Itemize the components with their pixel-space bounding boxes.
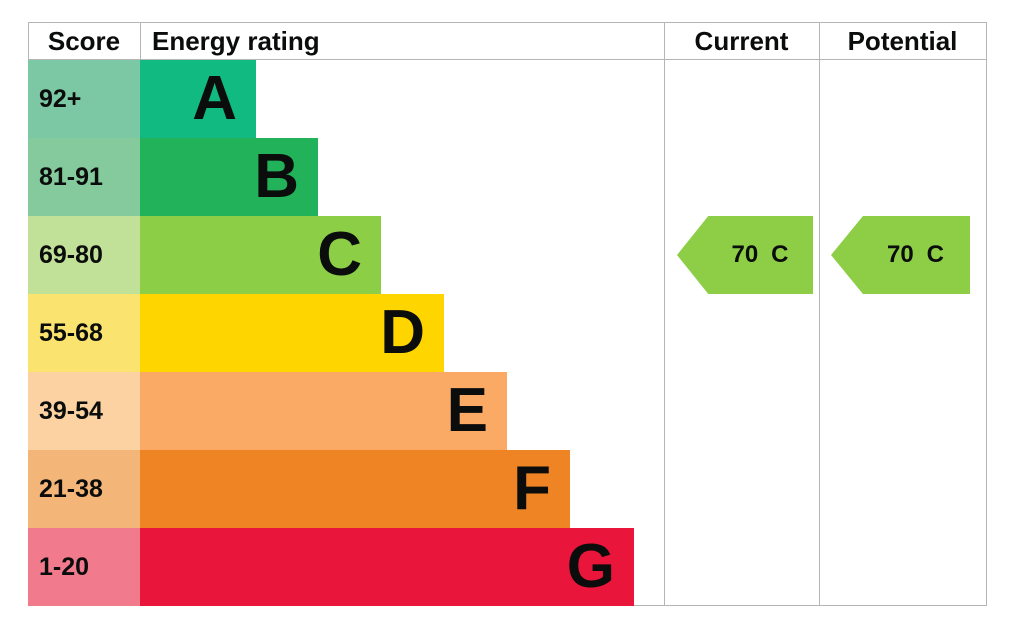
band-row-b: 81-91 B [28,138,986,216]
band-row-g: 1-20 G [28,528,986,606]
current-rating-value: 70 [731,241,759,268]
potential-rating-grade: C [926,241,945,268]
band-bar-letter: B [140,138,318,216]
band-score-label: 1-20 [28,528,140,606]
band-bar-letter: F [140,450,570,528]
current-rating-grade: C [771,241,789,268]
band-score-label: 39-54 [28,372,140,450]
header-potential-label: Potential [847,26,958,56]
band-bar-letter: E [140,372,507,450]
band-bar-letter: A [140,60,256,138]
band-bar-letter: C [140,216,381,294]
band-row-e: 39-54 E [28,372,986,450]
band-score-label: 21-38 [28,450,140,528]
table-top-border [28,22,987,23]
table-left-border [28,22,29,60]
band-bar-letter: G [140,528,634,606]
current-column-divider [664,22,665,605]
band-score-label: 55-68 [28,294,140,372]
potential-column-divider [819,22,820,605]
table-right-border [986,22,987,605]
header-energy-rating-label: Energy rating [152,26,320,56]
band-row-c: 69-80 C [28,216,986,294]
band-score-label: 92+ [28,60,140,138]
band-score-label: 69-80 [28,216,140,294]
header-current-label: Current [694,26,789,56]
band-row-a: 92+ A [28,60,986,138]
band-row-d: 55-68 D [28,294,986,372]
potential-rating-arrow: 70 C [831,216,970,294]
header-bottom-border [28,59,987,60]
band-bar-letter: D [140,294,444,372]
current-rating-arrow: 70 C [677,216,813,294]
band-score-label: 81-91 [28,138,140,216]
band-row-f: 21-38 F [28,450,986,528]
header-score-label: Score [47,26,121,56]
band-rows: 92+ A 81-91 B 69-80 C 55-68 D 39-54 E 21… [28,60,986,606]
score-column-divider [140,22,141,60]
potential-rating-value: 70 [886,241,914,268]
